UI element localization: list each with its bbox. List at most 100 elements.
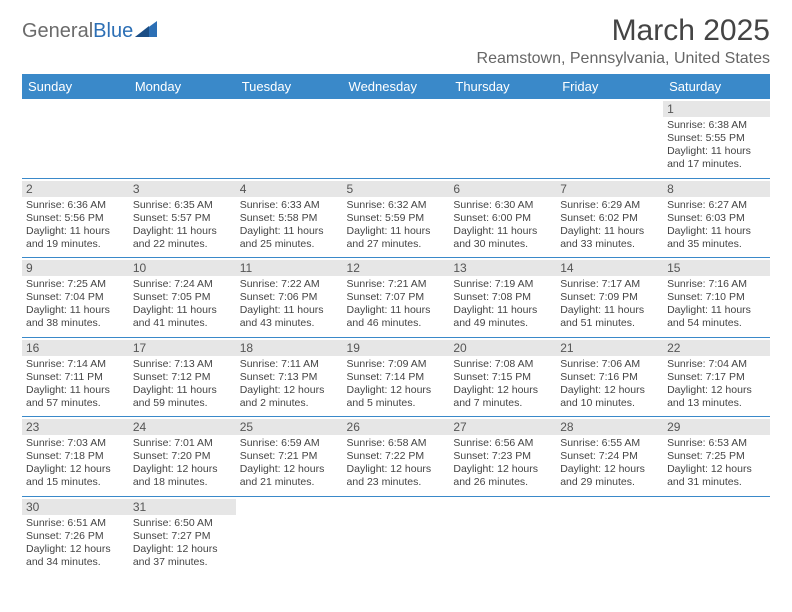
sunset-text: Sunset: 7:27 PM: [133, 530, 232, 543]
daylight-text: Daylight: 11 hours and 27 minutes.: [347, 225, 446, 251]
day-info: Sunrise: 6:59 AMSunset: 7:21 PMDaylight:…: [240, 437, 339, 490]
daylight-text: Daylight: 11 hours and 22 minutes.: [133, 225, 232, 251]
calendar-cell: [556, 99, 663, 178]
day-info: Sunrise: 6:33 AMSunset: 5:58 PMDaylight:…: [240, 199, 339, 252]
calendar-cell: 4Sunrise: 6:33 AMSunset: 5:58 PMDaylight…: [236, 178, 343, 258]
day-number: 19: [343, 340, 450, 356]
daylight-text: Daylight: 11 hours and 51 minutes.: [560, 304, 659, 330]
sunrise-text: Sunrise: 6:38 AM: [667, 119, 766, 132]
sunset-text: Sunset: 7:05 PM: [133, 291, 232, 304]
calendar-cell: [343, 99, 450, 178]
sunset-text: Sunset: 7:14 PM: [347, 371, 446, 384]
calendar-cell: 6Sunrise: 6:30 AMSunset: 6:00 PMDaylight…: [449, 178, 556, 258]
sunset-text: Sunset: 5:55 PM: [667, 132, 766, 145]
daylight-text: Daylight: 12 hours and 23 minutes.: [347, 463, 446, 489]
daylight-text: Daylight: 11 hours and 19 minutes.: [26, 225, 125, 251]
calendar-week-row: 1Sunrise: 6:38 AMSunset: 5:55 PMDaylight…: [22, 99, 770, 178]
day-number: 7: [556, 181, 663, 197]
calendar-cell: 1Sunrise: 6:38 AMSunset: 5:55 PMDaylight…: [663, 99, 770, 178]
day-number: 30: [22, 499, 129, 515]
calendar-cell: 29 Sunrise: 6:53 AMSunset: 7:25 PMDayligh…: [663, 417, 770, 497]
day-number: 3: [129, 181, 236, 197]
day-info: Sunrise: 7:16 AMSunset: 7:10 PMDaylight:…: [667, 278, 766, 331]
sunrise-text: Sunrise: 7:14 AM: [26, 358, 125, 371]
day-number: 29: [663, 419, 770, 435]
calendar-cell: [343, 496, 450, 575]
day-number: 14: [556, 260, 663, 276]
dayhead-wed: Wednesday: [343, 74, 450, 99]
sunrise-text: Sunrise: 6:58 AM: [347, 437, 446, 450]
sunset-text: Sunset: 7:13 PM: [240, 371, 339, 384]
sunset-text: Sunset: 5:56 PM: [26, 212, 125, 225]
daylight-text: Daylight: 11 hours and 30 minutes.: [453, 225, 552, 251]
sunrise-text: Sunrise: 7:16 AM: [667, 278, 766, 291]
calendar-cell: 26Sunrise: 6:58 AMSunset: 7:22 PMDayligh…: [343, 417, 450, 497]
day-info: Sunrise: 6:36 AMSunset: 5:56 PMDaylight:…: [26, 199, 125, 252]
sunset-text: Sunset: 6:00 PM: [453, 212, 552, 225]
calendar-cell: [449, 496, 556, 575]
calendar-cell: [22, 99, 129, 178]
sunset-text: Sunset: 7:15 PM: [453, 371, 552, 384]
day-number: 11: [236, 260, 343, 276]
daylight-text: Daylight: 12 hours and 34 minutes.: [26, 543, 125, 569]
day-info: Sunrise: 6:55 AMSunset: 7:24 PMDaylight:…: [560, 437, 659, 490]
calendar-cell: [556, 496, 663, 575]
daylight-text: Daylight: 12 hours and 21 minutes.: [240, 463, 339, 489]
day-info: Sunrise: 7:13 AMSunset: 7:12 PMDaylight:…: [133, 358, 232, 411]
calendar-week-row: 30Sunrise: 6:51 AMSunset: 7:26 PMDayligh…: [22, 496, 770, 575]
day-number: 21: [556, 340, 663, 356]
sunrise-text: Sunrise: 6:59 AM: [240, 437, 339, 450]
sunset-text: Sunset: 6:02 PM: [560, 212, 659, 225]
day-info: Sunrise: 7:01 AMSunset: 7:20 PMDaylight:…: [133, 437, 232, 490]
day-info: Sunrise: 6:32 AMSunset: 5:59 PMDaylight:…: [347, 199, 446, 252]
sunset-text: Sunset: 7:12 PM: [133, 371, 232, 384]
calendar-cell: 18Sunrise: 7:11 AMSunset: 7:13 PMDayligh…: [236, 337, 343, 417]
day-number: 13: [449, 260, 556, 276]
calendar-week-row: 9Sunrise: 7:25 AMSunset: 7:04 PMDaylight…: [22, 258, 770, 338]
dayhead-mon: Monday: [129, 74, 236, 99]
daylight-text: Daylight: 11 hours and 17 minutes.: [667, 145, 766, 171]
calendar-cell: 24Sunrise: 7:01 AMSunset: 7:20 PMDayligh…: [129, 417, 236, 497]
day-number: 20: [449, 340, 556, 356]
sunrise-text: Sunrise: 6:50 AM: [133, 517, 232, 530]
sunrise-text: Sunrise: 7:09 AM: [347, 358, 446, 371]
calendar-cell: 27Sunrise: 6:56 AMSunset: 7:23 PMDayligh…: [449, 417, 556, 497]
daylight-text: Daylight: 12 hours and 29 minutes.: [560, 463, 659, 489]
day-info: Sunrise: 6:29 AMSunset: 6:02 PMDaylight:…: [560, 199, 659, 252]
calendar-header-row: Sunday Monday Tuesday Wednesday Thursday…: [22, 74, 770, 99]
daylight-text: Daylight: 12 hours and 7 minutes.: [453, 384, 552, 410]
dayhead-thu: Thursday: [449, 74, 556, 99]
sunrise-text: Sunrise: 6:36 AM: [26, 199, 125, 212]
day-number: 2: [22, 181, 129, 197]
calendar-body: 1Sunrise: 6:38 AMSunset: 5:55 PMDaylight…: [22, 99, 770, 575]
daylight-text: Daylight: 11 hours and 54 minutes.: [667, 304, 766, 330]
sunrise-text: Sunrise: 7:03 AM: [26, 437, 125, 450]
calendar-cell: [449, 99, 556, 178]
day-number: 16: [22, 340, 129, 356]
sunset-text: Sunset: 7:17 PM: [667, 371, 766, 384]
day-info: Sunrise: 7:03 AMSunset: 7:18 PMDaylight:…: [26, 437, 125, 490]
day-info: Sunrise: 6:50 AMSunset: 7:27 PMDaylight:…: [133, 517, 232, 570]
sunset-text: Sunset: 7:10 PM: [667, 291, 766, 304]
day-info: Sunrise: 6:56 AMSunset: 7:23 PMDaylight:…: [453, 437, 552, 490]
day-number: 17: [129, 340, 236, 356]
daylight-text: Daylight: 11 hours and 57 minutes.: [26, 384, 125, 410]
dayhead-sun: Sunday: [22, 74, 129, 99]
day-info: Sunrise: 7:08 AMSunset: 7:15 PMDaylight:…: [453, 358, 552, 411]
daylight-text: Daylight: 11 hours and 38 minutes.: [26, 304, 125, 330]
daylight-text: Daylight: 12 hours and 37 minutes.: [133, 543, 232, 569]
day-number: 12: [343, 260, 450, 276]
sunrise-text: Sunrise: 7:01 AM: [133, 437, 232, 450]
day-info: Sunrise: 6:53 AMSunset: 7:25 PMDaylight:…: [667, 437, 766, 490]
calendar-cell: 8Sunrise: 6:27 AMSunset: 6:03 PMDaylight…: [663, 178, 770, 258]
sunrise-text: Sunrise: 6:51 AM: [26, 517, 125, 530]
day-info: Sunrise: 6:38 AMSunset: 5:55 PMDaylight:…: [667, 119, 766, 172]
sunset-text: Sunset: 7:04 PM: [26, 291, 125, 304]
day-number: 18: [236, 340, 343, 356]
daylight-text: Daylight: 11 hours and 43 minutes.: [240, 304, 339, 330]
sunrise-text: Sunrise: 6:33 AM: [240, 199, 339, 212]
daylight-text: Daylight: 11 hours and 35 minutes.: [667, 225, 766, 251]
day-info: Sunrise: 7:25 AMSunset: 7:04 PMDaylight:…: [26, 278, 125, 331]
sunrise-text: Sunrise: 7:17 AM: [560, 278, 659, 291]
sunset-text: Sunset: 7:09 PM: [560, 291, 659, 304]
